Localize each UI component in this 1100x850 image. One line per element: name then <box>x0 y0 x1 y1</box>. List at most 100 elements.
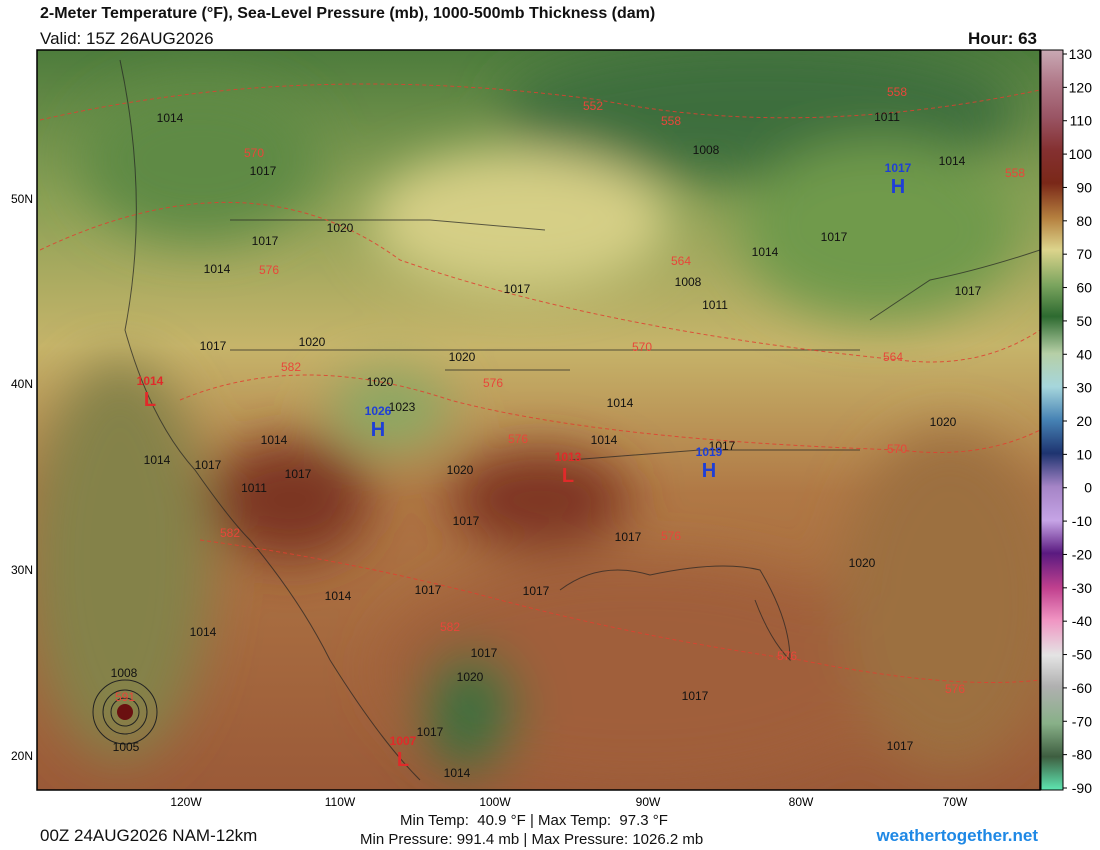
colorbar-label: -60 <box>1072 680 1092 696</box>
isobar-label: 1017 <box>523 584 550 598</box>
thickness-label: 576 <box>483 376 503 390</box>
thickness-label: 564 <box>883 350 903 364</box>
colorbar-label: -40 <box>1072 613 1092 629</box>
isobar-label: 1017 <box>821 230 848 244</box>
thickness-label: 552 <box>583 99 603 113</box>
isobar-label: 1014 <box>144 453 171 467</box>
colorbar-label: -50 <box>1072 647 1092 663</box>
isobar-label: 1014 <box>444 766 471 780</box>
forecast-hour: Hour: 63 <box>968 29 1037 48</box>
center-pressure: 1014 <box>137 374 164 388</box>
colorbar-label: 110 <box>1070 113 1093 129</box>
isobar-label: 1008 <box>675 275 702 289</box>
isobar-label: 1017 <box>709 439 736 453</box>
isobar-label: 1017 <box>252 234 279 248</box>
isobar-label: 1020 <box>327 221 354 235</box>
isobar-label: 1014 <box>752 245 779 259</box>
thickness-label: 564 <box>671 254 691 268</box>
colorbar-label: 10 <box>1076 446 1092 462</box>
center-pressure: 1026 <box>365 404 392 418</box>
isobar-label: 1017 <box>250 164 277 178</box>
valid-time: Valid: 15Z 26AUG2026 <box>40 29 214 48</box>
map-field <box>37 50 1040 790</box>
isobar-label: 1014 <box>261 433 288 447</box>
isobar-label: 1020 <box>367 375 394 389</box>
temp-stats: Min Temp: 40.9 °F | Max Temp: 97.3 °F <box>400 812 668 829</box>
longitude-label: 100W <box>479 795 511 809</box>
isobar-label: 1017 <box>615 530 642 544</box>
isobar-label: 1017 <box>471 646 498 660</box>
colorbar-label: -20 <box>1072 546 1092 562</box>
colorbar-label: 120 <box>1069 79 1093 95</box>
isobar-label: 1005 <box>113 740 140 754</box>
isobar-label: 1014 <box>591 433 618 447</box>
colorbar-label: -90 <box>1072 780 1092 796</box>
thickness-label: 576 <box>661 529 681 543</box>
thickness-label: 576 <box>259 263 279 277</box>
center-letter: L <box>397 749 409 771</box>
isobar-label: 1014 <box>190 625 217 639</box>
isobar-label: 1014 <box>939 154 966 168</box>
center-letter: L <box>144 389 156 411</box>
center-pressure: 1019 <box>696 445 723 459</box>
colorbar-label: 50 <box>1076 313 1092 329</box>
longitude-label: 120W <box>170 795 202 809</box>
thickness-label: 582 <box>220 526 240 540</box>
thickness-label: 558 <box>1005 166 1025 180</box>
center-pressure: 1017 <box>885 161 912 175</box>
longitude-label: 90W <box>636 795 661 809</box>
isobar-label: 1014 <box>325 589 352 603</box>
colorbar-label: 70 <box>1076 246 1092 262</box>
isobar-label: 1014 <box>204 262 231 276</box>
colorbar-label: -10 <box>1072 513 1092 529</box>
latitude-label: 50N <box>11 192 33 206</box>
thickness-label: 570 <box>632 340 652 354</box>
isobar-label: 1020 <box>447 463 474 477</box>
center-letter: H <box>371 419 385 441</box>
thickness-label: 591 <box>115 690 135 704</box>
thickness-label: 576 <box>945 682 965 696</box>
isobar-label: 1008 <box>693 143 720 157</box>
isobar-label: 1017 <box>887 739 914 753</box>
thickness-label: 558 <box>887 85 907 99</box>
center-letter: H <box>702 460 716 482</box>
center-letter: L <box>562 465 574 487</box>
longitude-label: 70W <box>943 795 968 809</box>
colorbar-label: 100 <box>1069 146 1093 162</box>
isobar-label: 1017 <box>195 458 222 472</box>
isobar-label: 1020 <box>299 335 326 349</box>
thickness-label: 582 <box>440 620 460 634</box>
isobar-label: 1020 <box>930 415 957 429</box>
isobar-label: 1011 <box>702 298 728 312</box>
isobar-label: 1017 <box>415 583 442 597</box>
center-pressure: 1013 <box>555 450 582 464</box>
thickness-label: 576 <box>508 432 528 446</box>
isobar-label: 1017 <box>285 467 312 481</box>
thickness-label: 576 <box>777 649 797 663</box>
thickness-label: 558 <box>661 114 681 128</box>
colorbar-label: 130 <box>1069 46 1093 62</box>
model-run: 00Z 24AUG2026 NAM-12km <box>40 826 258 845</box>
isobar-label: 1014 <box>157 111 184 125</box>
isobar-label: 1017 <box>955 284 982 298</box>
title: 2-Meter Temperature (°F), Sea-Level Pres… <box>40 5 656 22</box>
colorbar-label: 30 <box>1076 380 1092 396</box>
isobar-label: 1023 <box>389 400 416 414</box>
longitude-label: 80W <box>789 795 814 809</box>
isobar-label: 1017 <box>682 689 709 703</box>
isobar-label: 1014 <box>607 396 634 410</box>
colorbar-label: -30 <box>1072 580 1092 596</box>
thickness-label: 570 <box>244 146 264 160</box>
colorbar-label: 40 <box>1076 346 1092 362</box>
colorbar-label: 20 <box>1076 413 1092 429</box>
latitude-label: 40N <box>11 377 33 391</box>
center-pressure: 1007 <box>390 734 417 748</box>
site-link[interactable]: weathertogether.net <box>876 826 1038 845</box>
longitude-label: 110W <box>325 795 356 809</box>
colorbar-label: 90 <box>1076 179 1092 195</box>
isobar-label: 1020 <box>449 350 476 364</box>
thickness-label: 582 <box>281 360 301 374</box>
pressure-stats: Min Pressure: 991.4 mb | Max Pressure: 1… <box>360 831 704 848</box>
